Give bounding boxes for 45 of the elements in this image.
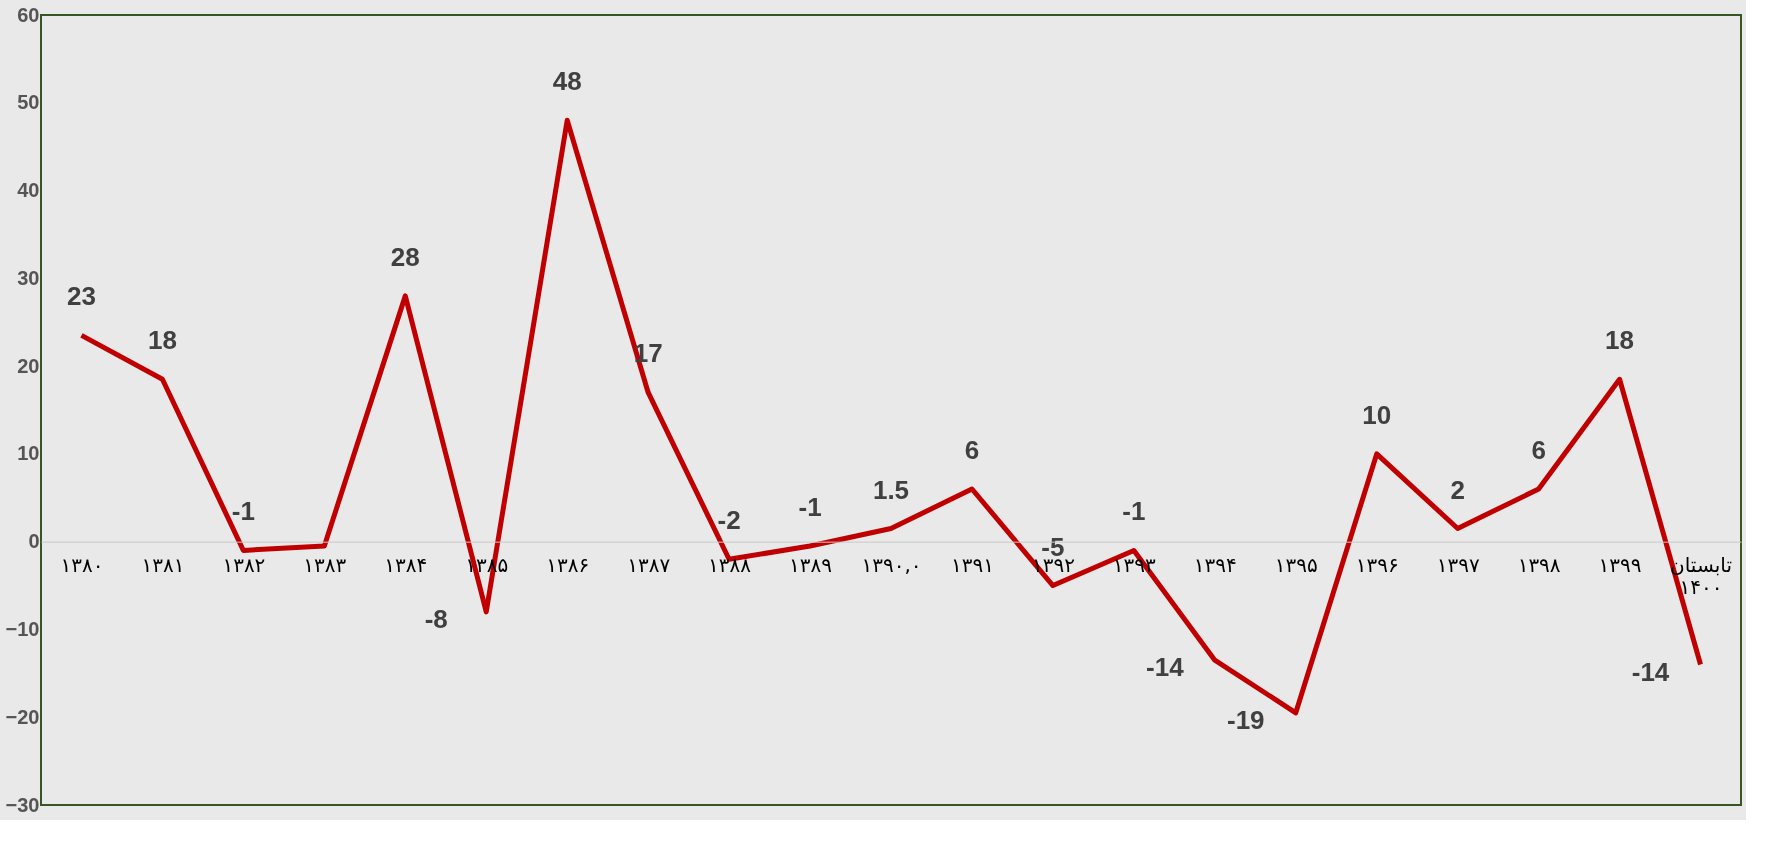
text: -1: [231, 496, 255, 527]
x-tick-label: ۱۳۸۴: [384, 553, 428, 578]
x-tick-label: ۱۳۸۱: [141, 553, 185, 578]
text: 23: [67, 281, 96, 312]
text: 1.5: [872, 474, 910, 505]
y-tick-label: 20: [17, 354, 40, 377]
y-tick-label: −30: [5, 793, 40, 816]
y-tick-label: −10: [5, 617, 40, 640]
y-tick-label: 50: [17, 91, 40, 114]
y-tick-label: 0: [28, 530, 40, 553]
text: 10: [1362, 399, 1392, 430]
text: 18: [1605, 325, 1635, 356]
x-tick-label: ۱۳۹۰,۰: [861, 553, 922, 578]
text: 28: [390, 241, 420, 272]
x-tick-label: ۱۳۹۹: [1598, 553, 1642, 578]
x-tick-label: ۱۳۸۶: [546, 553, 590, 578]
text: -19: [1226, 704, 1265, 735]
text: 18: [147, 325, 177, 356]
text: 48: [552, 66, 582, 97]
text: -1: [1122, 496, 1146, 527]
x-tick-label: ۱۳۹۸: [1517, 553, 1561, 578]
text: 6: [964, 435, 980, 465]
text: -8: [424, 603, 448, 634]
x-tick-label: ۱۳۹۵: [1274, 553, 1318, 578]
y-tick-label: 10: [17, 442, 40, 465]
x-tick-label: ۱۳۸۷: [627, 553, 671, 578]
x-tick-label: ۱۳۸۲: [222, 553, 266, 578]
y-tick-label: 30: [17, 266, 40, 289]
text: -14: [1631, 656, 1670, 687]
text: 2: [1450, 474, 1465, 505]
y-tick-label: 40: [17, 179, 40, 202]
x-tick-label: ۱۳۸۸: [708, 553, 752, 578]
y-tick-label: −20: [5, 705, 40, 728]
x-tick-label: ۱۳۹۱: [950, 553, 994, 578]
x-tick-label: ۱۳۸۹: [789, 553, 833, 578]
x-tick-label: ۱۳۹۶: [1355, 553, 1399, 578]
x-tick-label: ۱۳۹۴: [1193, 553, 1237, 578]
x-tick-label: ۱۳۸۰: [60, 553, 104, 578]
text: 6: [1531, 435, 1546, 465]
text: -2: [717, 505, 741, 536]
text: -1: [798, 492, 822, 523]
x-tick-label: ۱۳۹۷: [1436, 553, 1480, 578]
y-tick-label: 60: [17, 3, 40, 26]
text: -14: [1146, 652, 1184, 683]
x-tick-label: ۱۳۸۳: [303, 553, 347, 578]
